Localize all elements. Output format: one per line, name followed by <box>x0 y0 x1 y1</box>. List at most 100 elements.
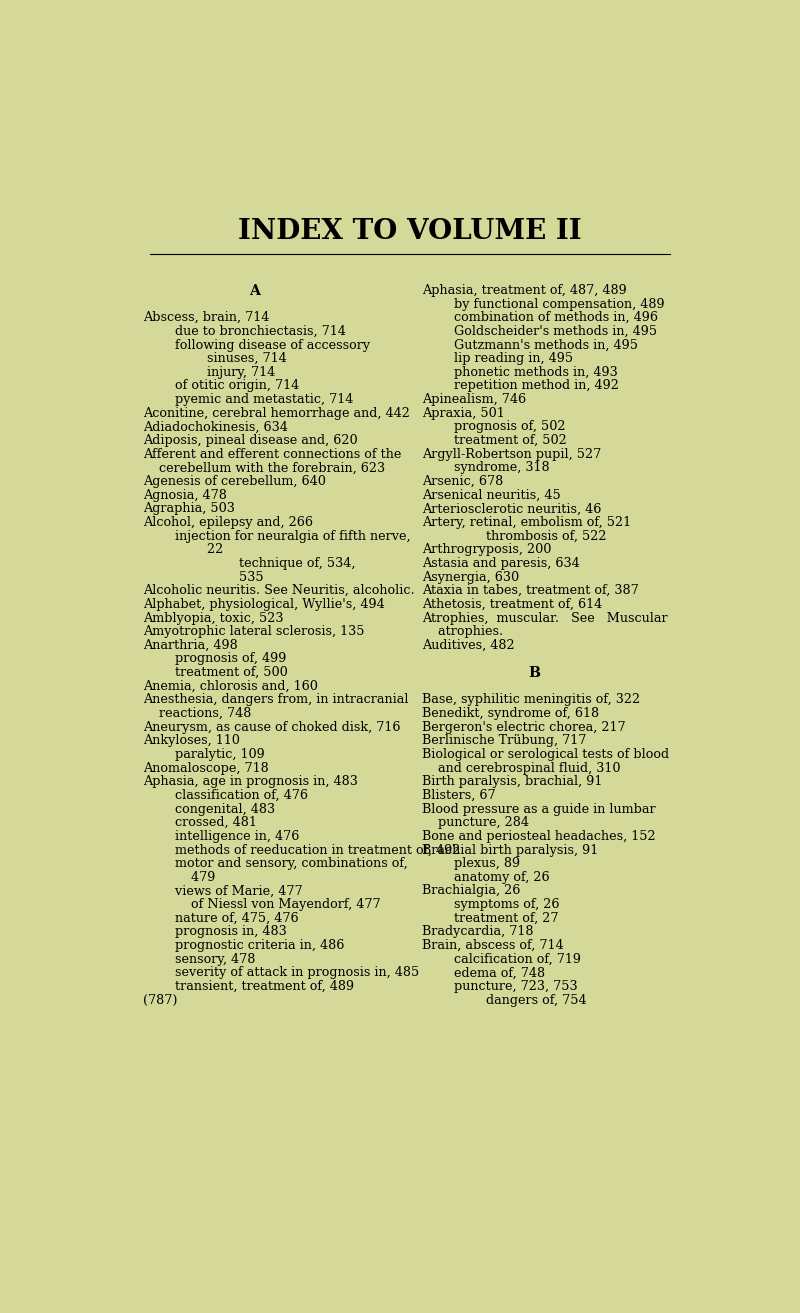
Text: Benedikt, syndrome of, 618: Benedikt, syndrome of, 618 <box>422 706 599 720</box>
Text: Aphasia, age in prognosis in, 483: Aphasia, age in prognosis in, 483 <box>143 775 358 788</box>
Text: injury, 714: injury, 714 <box>143 366 276 379</box>
Text: Anomaloscope, 718: Anomaloscope, 718 <box>143 762 269 775</box>
Text: Adiadochokinesis, 634: Adiadochokinesis, 634 <box>143 420 288 433</box>
Text: dangers of, 754: dangers of, 754 <box>422 994 587 1007</box>
Text: congenital, 483: congenital, 483 <box>143 802 275 815</box>
Text: Ankyloses, 110: Ankyloses, 110 <box>143 734 240 747</box>
Text: following disease of accessory: following disease of accessory <box>143 339 370 352</box>
Text: edema of, 748: edema of, 748 <box>422 966 546 979</box>
Text: Atrophies,  muscular.   See   Muscular: Atrophies, muscular. See Muscular <box>422 612 668 625</box>
Text: transient, treatment of, 489: transient, treatment of, 489 <box>143 979 354 993</box>
Text: 22: 22 <box>143 544 224 557</box>
Text: cerebellum with the forebrain, 623: cerebellum with the forebrain, 623 <box>143 461 386 474</box>
Text: Alcoholic neuritis. See Neuritis, alcoholic.: Alcoholic neuritis. See Neuritis, alcoho… <box>143 584 415 597</box>
Text: motor and sensory, combinations of,: motor and sensory, combinations of, <box>143 857 408 871</box>
Text: puncture, 284: puncture, 284 <box>422 817 530 830</box>
Text: Amblyopia, toxic, 523: Amblyopia, toxic, 523 <box>143 612 284 625</box>
Text: classification of, 476: classification of, 476 <box>143 789 308 802</box>
Text: of otitic origin, 714: of otitic origin, 714 <box>143 379 300 393</box>
Text: technique of, 534,: technique of, 534, <box>143 557 356 570</box>
Text: Argyll-Robertson pupil, 527: Argyll-Robertson pupil, 527 <box>422 448 602 461</box>
Text: Biological or serological tests of blood: Biological or serological tests of blood <box>422 748 670 762</box>
Text: nature of, 475, 476: nature of, 475, 476 <box>143 911 299 924</box>
Text: of Niessl von Mayendorf, 477: of Niessl von Mayendorf, 477 <box>143 898 381 911</box>
Text: Base, syphilitic meningitis of, 322: Base, syphilitic meningitis of, 322 <box>422 693 641 706</box>
Text: Asynergia, 630: Asynergia, 630 <box>422 571 519 583</box>
Text: Birth paralysis, brachial, 91: Birth paralysis, brachial, 91 <box>422 775 602 788</box>
Text: prognosis of, 499: prognosis of, 499 <box>143 653 286 666</box>
Text: Adiposis, pineal disease and, 620: Adiposis, pineal disease and, 620 <box>143 435 358 446</box>
Text: A: A <box>250 284 261 298</box>
Text: Anemia, chlorosis and, 160: Anemia, chlorosis and, 160 <box>143 680 318 693</box>
Text: sensory, 478: sensory, 478 <box>143 953 256 966</box>
Text: Gutzmann's methods in, 495: Gutzmann's methods in, 495 <box>422 339 638 352</box>
Text: prognostic criteria in, 486: prognostic criteria in, 486 <box>143 939 345 952</box>
Text: injection for neuralgia of fifth nerve,: injection for neuralgia of fifth nerve, <box>143 529 411 542</box>
Text: 479: 479 <box>143 871 216 884</box>
Text: B: B <box>528 666 540 680</box>
Text: views of Marie, 477: views of Marie, 477 <box>143 885 303 898</box>
Text: Abscess, brain, 714: Abscess, brain, 714 <box>143 311 270 324</box>
Text: Brachialgia, 26: Brachialgia, 26 <box>422 885 521 898</box>
Text: Ataxia in tabes, treatment of, 387: Ataxia in tabes, treatment of, 387 <box>422 584 639 597</box>
Text: Arteriosclerotic neuritis, 46: Arteriosclerotic neuritis, 46 <box>422 503 602 515</box>
Text: Apinealism, 746: Apinealism, 746 <box>422 393 526 406</box>
Text: prognosis of, 502: prognosis of, 502 <box>422 420 566 433</box>
Text: paralytic, 109: paralytic, 109 <box>143 748 265 762</box>
Text: INDEX TO VOLUME II: INDEX TO VOLUME II <box>238 218 582 246</box>
Text: Brachial birth paralysis, 91: Brachial birth paralysis, 91 <box>422 843 598 856</box>
Text: Artery, retinal, embolism of, 521: Artery, retinal, embolism of, 521 <box>422 516 631 529</box>
Text: Goldscheider's methods in, 495: Goldscheider's methods in, 495 <box>422 324 658 337</box>
Text: Aconitine, cerebral hemorrhage and, 442: Aconitine, cerebral hemorrhage and, 442 <box>143 407 410 420</box>
Text: prognosis in, 483: prognosis in, 483 <box>143 926 287 939</box>
Text: reactions, 748: reactions, 748 <box>143 706 252 720</box>
Text: Arsenic, 678: Arsenic, 678 <box>422 475 504 488</box>
Text: Auditives, 482: Auditives, 482 <box>422 639 515 651</box>
Text: Anesthesia, dangers from, in intracranial: Anesthesia, dangers from, in intracrania… <box>143 693 409 706</box>
Text: Brain, abscess of, 714: Brain, abscess of, 714 <box>422 939 564 952</box>
Text: 535: 535 <box>143 571 264 583</box>
Text: symptoms of, 26: symptoms of, 26 <box>422 898 560 911</box>
Text: syndrome, 318: syndrome, 318 <box>422 461 550 474</box>
Text: repetition method in, 492: repetition method in, 492 <box>422 379 619 393</box>
Text: intelligence in, 476: intelligence in, 476 <box>143 830 300 843</box>
Text: Blood pressure as a guide in lumbar: Blood pressure as a guide in lumbar <box>422 802 656 815</box>
Text: Afferent and efferent connections of the: Afferent and efferent connections of the <box>143 448 402 461</box>
Text: Agenesis of cerebellum, 640: Agenesis of cerebellum, 640 <box>143 475 326 488</box>
Text: phonetic methods in, 493: phonetic methods in, 493 <box>422 366 618 379</box>
Text: puncture, 723, 753: puncture, 723, 753 <box>422 979 578 993</box>
Text: Bone and periosteal headaches, 152: Bone and periosteal headaches, 152 <box>422 830 656 843</box>
Text: Arsenical neuritis, 45: Arsenical neuritis, 45 <box>422 488 561 502</box>
Text: Apraxia, 501: Apraxia, 501 <box>422 407 505 420</box>
Text: Alphabet, physiological, Wyllie's, 494: Alphabet, physiological, Wyllie's, 494 <box>143 597 385 611</box>
Text: (787): (787) <box>143 994 178 1007</box>
Text: Astasia and paresis, 634: Astasia and paresis, 634 <box>422 557 580 570</box>
Text: pyemic and metastatic, 714: pyemic and metastatic, 714 <box>143 393 354 406</box>
Text: calcification of, 719: calcification of, 719 <box>422 953 582 966</box>
Text: combination of methods in, 496: combination of methods in, 496 <box>422 311 658 324</box>
Text: treatment of, 27: treatment of, 27 <box>422 911 559 924</box>
Text: atrophies.: atrophies. <box>422 625 503 638</box>
Text: Aphasia, treatment of, 487, 489: Aphasia, treatment of, 487, 489 <box>422 284 627 297</box>
Text: Bradycardia, 718: Bradycardia, 718 <box>422 926 534 939</box>
Text: Amyotrophic lateral sclerosis, 135: Amyotrophic lateral sclerosis, 135 <box>143 625 365 638</box>
Text: severity of attack in prognosis in, 485: severity of attack in prognosis in, 485 <box>143 966 420 979</box>
Text: sinuses, 714: sinuses, 714 <box>143 352 287 365</box>
Text: Arthrogryposis, 200: Arthrogryposis, 200 <box>422 544 552 557</box>
Text: and cerebrospinal fluid, 310: and cerebrospinal fluid, 310 <box>422 762 621 775</box>
Text: treatment of, 502: treatment of, 502 <box>422 435 567 446</box>
Text: thrombosis of, 522: thrombosis of, 522 <box>422 529 607 542</box>
Text: Blisters, 67: Blisters, 67 <box>422 789 496 802</box>
Text: plexus, 89: plexus, 89 <box>422 857 521 871</box>
Text: treatment of, 500: treatment of, 500 <box>143 666 288 679</box>
Text: crossed, 481: crossed, 481 <box>143 817 258 830</box>
Text: Alcohol, epilepsy and, 266: Alcohol, epilepsy and, 266 <box>143 516 314 529</box>
Text: Agraphia, 503: Agraphia, 503 <box>143 503 235 515</box>
Text: Berlinische Trübung, 717: Berlinische Trübung, 717 <box>422 734 586 747</box>
Text: Aneurysm, as cause of choked disk, 716: Aneurysm, as cause of choked disk, 716 <box>143 721 401 734</box>
Text: Bergeron's electric chorea, 217: Bergeron's electric chorea, 217 <box>422 721 626 734</box>
Text: Agnosia, 478: Agnosia, 478 <box>143 488 227 502</box>
Text: Athetosis, treatment of, 614: Athetosis, treatment of, 614 <box>422 597 602 611</box>
Text: lip reading in, 495: lip reading in, 495 <box>422 352 574 365</box>
Text: Anarthria, 498: Anarthria, 498 <box>143 639 238 651</box>
